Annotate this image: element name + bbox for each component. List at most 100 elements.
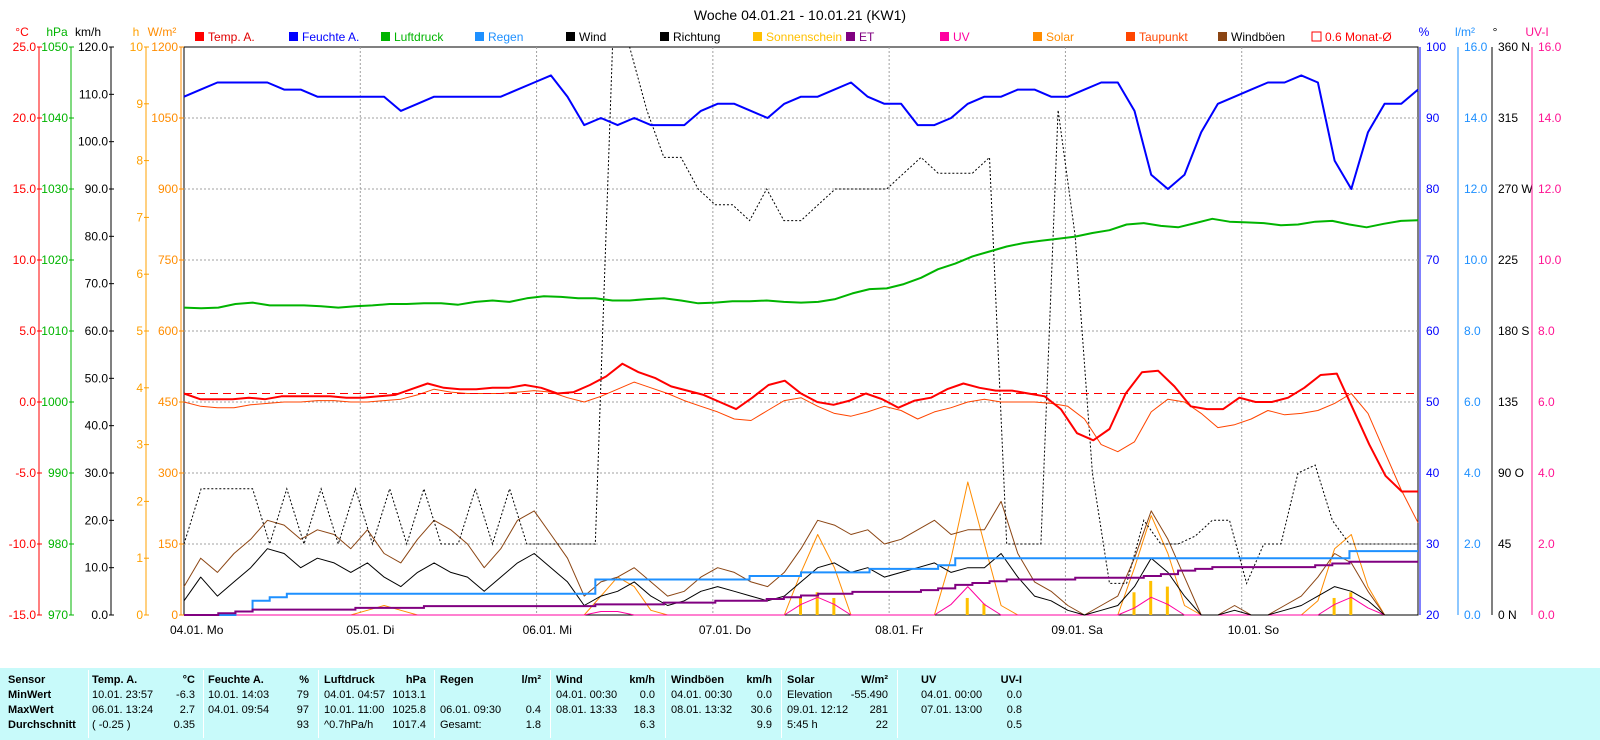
grid bbox=[183, 46, 1419, 616]
stats-gust-value: 30.6 bbox=[750, 704, 772, 716]
stats-pressure-header: Luftdruck bbox=[324, 674, 375, 686]
stats-column-separator bbox=[88, 670, 89, 738]
left-axis-tick: 300 bbox=[158, 466, 178, 480]
stats-humidity-label: 10.01. 14:03 bbox=[208, 689, 270, 701]
legend-label: Richtung bbox=[673, 30, 720, 44]
legend-label: 0.6 Monat-Ø bbox=[1325, 30, 1392, 44]
right-axis-tick: 4.0 bbox=[1464, 466, 1481, 480]
stats-solar-value: -55.490 bbox=[850, 689, 888, 701]
stats-temp-value: 0.35 bbox=[173, 719, 195, 731]
left-axis-tick: 900 bbox=[158, 182, 178, 196]
stats-pressure-value: 1013.1 bbox=[392, 689, 426, 701]
right-axis-tick: 4.0 bbox=[1538, 466, 1555, 480]
stats-rain-value: 1.8 bbox=[525, 719, 541, 731]
legend-swatch bbox=[1311, 31, 1322, 42]
left-axis-tick: 80.0 bbox=[85, 229, 109, 243]
left-axis-tick: 7 bbox=[136, 210, 143, 224]
stats-rain-value: 0.4 bbox=[525, 704, 541, 716]
left-axis-tick: 4 bbox=[136, 381, 143, 395]
left-axis-tick: 0.0 bbox=[19, 395, 36, 409]
stats-gust-label: 08.01. 13:32 bbox=[671, 704, 733, 716]
left-axis-tick: 1020 bbox=[41, 253, 68, 267]
stats-column-separator bbox=[203, 670, 204, 738]
day-label: 06.01. Mi bbox=[523, 623, 572, 637]
right-axis-tick: 45 bbox=[1498, 537, 1512, 551]
series-layer bbox=[183, 46, 1419, 616]
stats-temp-value: -6.3 bbox=[176, 689, 195, 701]
sunshine-bar bbox=[832, 597, 836, 615]
stats-humidity-header: Feuchte A. bbox=[208, 674, 264, 686]
stats-solar-value: 22 bbox=[875, 719, 888, 731]
stats-gust-unit: km/h bbox=[746, 674, 772, 686]
right-axis-tick: 2.0 bbox=[1464, 537, 1481, 551]
sunshine-bar bbox=[1332, 597, 1336, 615]
stats-solar-label: Elevation bbox=[787, 689, 833, 701]
left-axis-tick: 1200 bbox=[151, 40, 178, 54]
legend-label: Wind bbox=[579, 30, 606, 44]
stats-pressure-label: ^0.7hPa/h bbox=[324, 719, 374, 731]
day-label: 04.01. Mo bbox=[170, 623, 224, 637]
stats-pressure-label: 10.01. 11:00 bbox=[324, 704, 385, 716]
stats-rain-label: Gesamt: bbox=[440, 719, 482, 731]
legend-swatch bbox=[1033, 32, 1042, 41]
right-axis-tick: 10.0 bbox=[1538, 253, 1562, 267]
sunshine-bar bbox=[982, 603, 986, 615]
rain-line bbox=[184, 550, 1418, 616]
stats-column-separator bbox=[897, 670, 898, 738]
right-axis-tick: 16.0 bbox=[1538, 40, 1562, 54]
stats-rain-label: 06.01. 09:30 bbox=[440, 704, 502, 716]
legend-swatch bbox=[566, 32, 575, 41]
left-axis-tick: 10 bbox=[130, 40, 144, 54]
right-axis-tick: 12.0 bbox=[1464, 182, 1488, 196]
right-axis-tick: 0 N bbox=[1498, 608, 1517, 622]
right-axis-tick: 6.0 bbox=[1464, 395, 1481, 409]
left-axis-tick: 30.0 bbox=[85, 466, 109, 480]
left-axis-tick: 1 bbox=[136, 551, 143, 565]
stats-wind-label: 04.01. 00:30 bbox=[556, 689, 618, 701]
stats-uv-label: 04.01. 00:00 bbox=[921, 689, 983, 701]
stats-gust-value: 9.9 bbox=[756, 719, 772, 731]
stats-temp-label: 06.01. 13:24 bbox=[92, 704, 154, 716]
legend-label: Taupunkt bbox=[1139, 30, 1188, 44]
stats-humidity-label: 04.01. 09:54 bbox=[208, 704, 270, 716]
legend-swatch bbox=[195, 32, 204, 41]
left-axis-tick: 1050 bbox=[151, 111, 178, 125]
right-axis-tick: 90 O bbox=[1498, 466, 1524, 480]
stats-uv-label: 07.01. 13:00 bbox=[921, 704, 983, 716]
day-label: 09.01. Sa bbox=[1051, 623, 1103, 637]
stats-uv-header: UV bbox=[921, 674, 937, 686]
left-axis-tick: 20.0 bbox=[85, 513, 109, 527]
left-axis-tick: 6 bbox=[136, 267, 143, 281]
stats-solar-label: 09.01. 12:12 bbox=[787, 704, 849, 716]
left-axis-tick: 70.0 bbox=[85, 277, 109, 291]
sunshine-bar bbox=[799, 597, 802, 615]
right-axis-tick: 270 W bbox=[1498, 182, 1533, 196]
left-axis-tick: 10.0 bbox=[13, 253, 37, 267]
right-axis-tick: 315 bbox=[1498, 111, 1518, 125]
sunshine-bar bbox=[815, 592, 819, 615]
right-axis-tick: 8.0 bbox=[1538, 324, 1555, 338]
statistics-table: Sensor MinWert MaxWert Durchschnitt Temp… bbox=[0, 668, 1600, 740]
right-axis-tick: 135 bbox=[1498, 395, 1518, 409]
stats-sensor-min: MinWert bbox=[8, 689, 52, 701]
left-axis-tick: 750 bbox=[158, 253, 178, 267]
stats-gust-value: 0.0 bbox=[756, 689, 772, 701]
left-axis-tick: -5.0 bbox=[15, 466, 36, 480]
stats-temp-value: 2.7 bbox=[179, 704, 195, 716]
left-axis-tick: 2 bbox=[136, 494, 143, 508]
stats-humidity-unit: % bbox=[299, 674, 309, 686]
left-axis-tick: 450 bbox=[158, 395, 178, 409]
right-axis-tick: 0.0 bbox=[1538, 608, 1555, 622]
left-axis-tick: 25.0 bbox=[13, 40, 37, 54]
left-axis-tick: 60.0 bbox=[85, 324, 109, 338]
pressure-line bbox=[183, 217, 1419, 310]
legend-label: Solar bbox=[1046, 30, 1074, 44]
chart-title: Woche 04.01.21 - 10.01.21 (KW1) bbox=[694, 7, 906, 23]
right-axis-tick: 70 bbox=[1426, 253, 1440, 267]
left-axis-tick: 600 bbox=[158, 324, 178, 338]
left-axis-tick: 1000 bbox=[41, 395, 68, 409]
right-axis-unit: ° bbox=[1493, 25, 1498, 39]
legend-label: Sonnenschein bbox=[766, 30, 842, 44]
right-axis-tick: 8.0 bbox=[1464, 324, 1481, 338]
right-axis-tick: 16.0 bbox=[1464, 40, 1488, 54]
